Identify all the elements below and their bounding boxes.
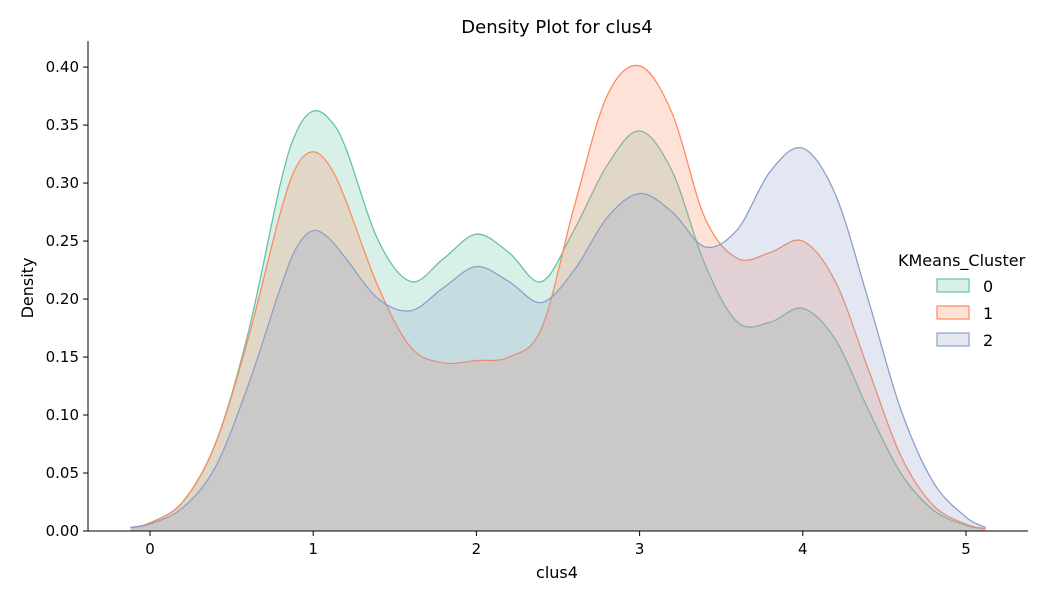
y-tick-label: 0.40 — [46, 58, 79, 76]
y-tick-label: 0.30 — [46, 174, 79, 192]
density-area-cluster-1 — [130, 65, 986, 531]
x-tick-label: 4 — [798, 540, 808, 558]
x-tick-label: 5 — [961, 540, 971, 558]
y-tick-label: 0.15 — [46, 348, 79, 366]
legend-title: KMeans_Cluster — [898, 251, 1026, 271]
density-line-cluster-0 — [130, 110, 986, 530]
x-tick-label: 2 — [472, 540, 482, 558]
y-axis-label: Density — [18, 258, 37, 319]
x-tick-label: 3 — [635, 540, 645, 558]
y-tick-label: 0.05 — [46, 464, 79, 482]
y-tick-label: 0.10 — [46, 406, 79, 424]
axes: 0 1 2 3 4 5 0.00 0.05 0.10 0.15 0.20 0.25 0.30 0.35 0.… — [46, 41, 1028, 558]
y-tick-label: 0.20 — [46, 290, 79, 308]
density-area-cluster-0 — [130, 110, 986, 532]
legend-label-cluster-0: 0 — [983, 277, 993, 296]
legend-label-cluster-1: 1 — [983, 304, 993, 323]
density-areas — [130, 64, 986, 532]
x-tick-label: 1 — [308, 540, 318, 558]
legend-label-cluster-2: 2 — [983, 331, 993, 350]
y-tick-label: 0.35 — [46, 116, 79, 134]
legend-swatch-cluster-2 — [936, 332, 970, 347]
legend: KMeans_Cluster 0 1 2 — [898, 251, 1026, 350]
density-line-cluster-2 — [130, 146, 986, 529]
density-line-cluster-1 — [130, 64, 986, 530]
y-tick-label: 0.00 — [46, 522, 79, 540]
y-tick-label: 0.25 — [46, 232, 79, 250]
x-tick-label: 0 — [145, 540, 155, 558]
density-area-cluster-2 — [130, 147, 986, 532]
chart-title: Density Plot for clus4 — [461, 17, 652, 38]
x-axis-label: clus4 — [536, 563, 578, 582]
legend-swatch-cluster-0 — [936, 278, 970, 293]
legend-swatch-cluster-1 — [936, 305, 970, 320]
